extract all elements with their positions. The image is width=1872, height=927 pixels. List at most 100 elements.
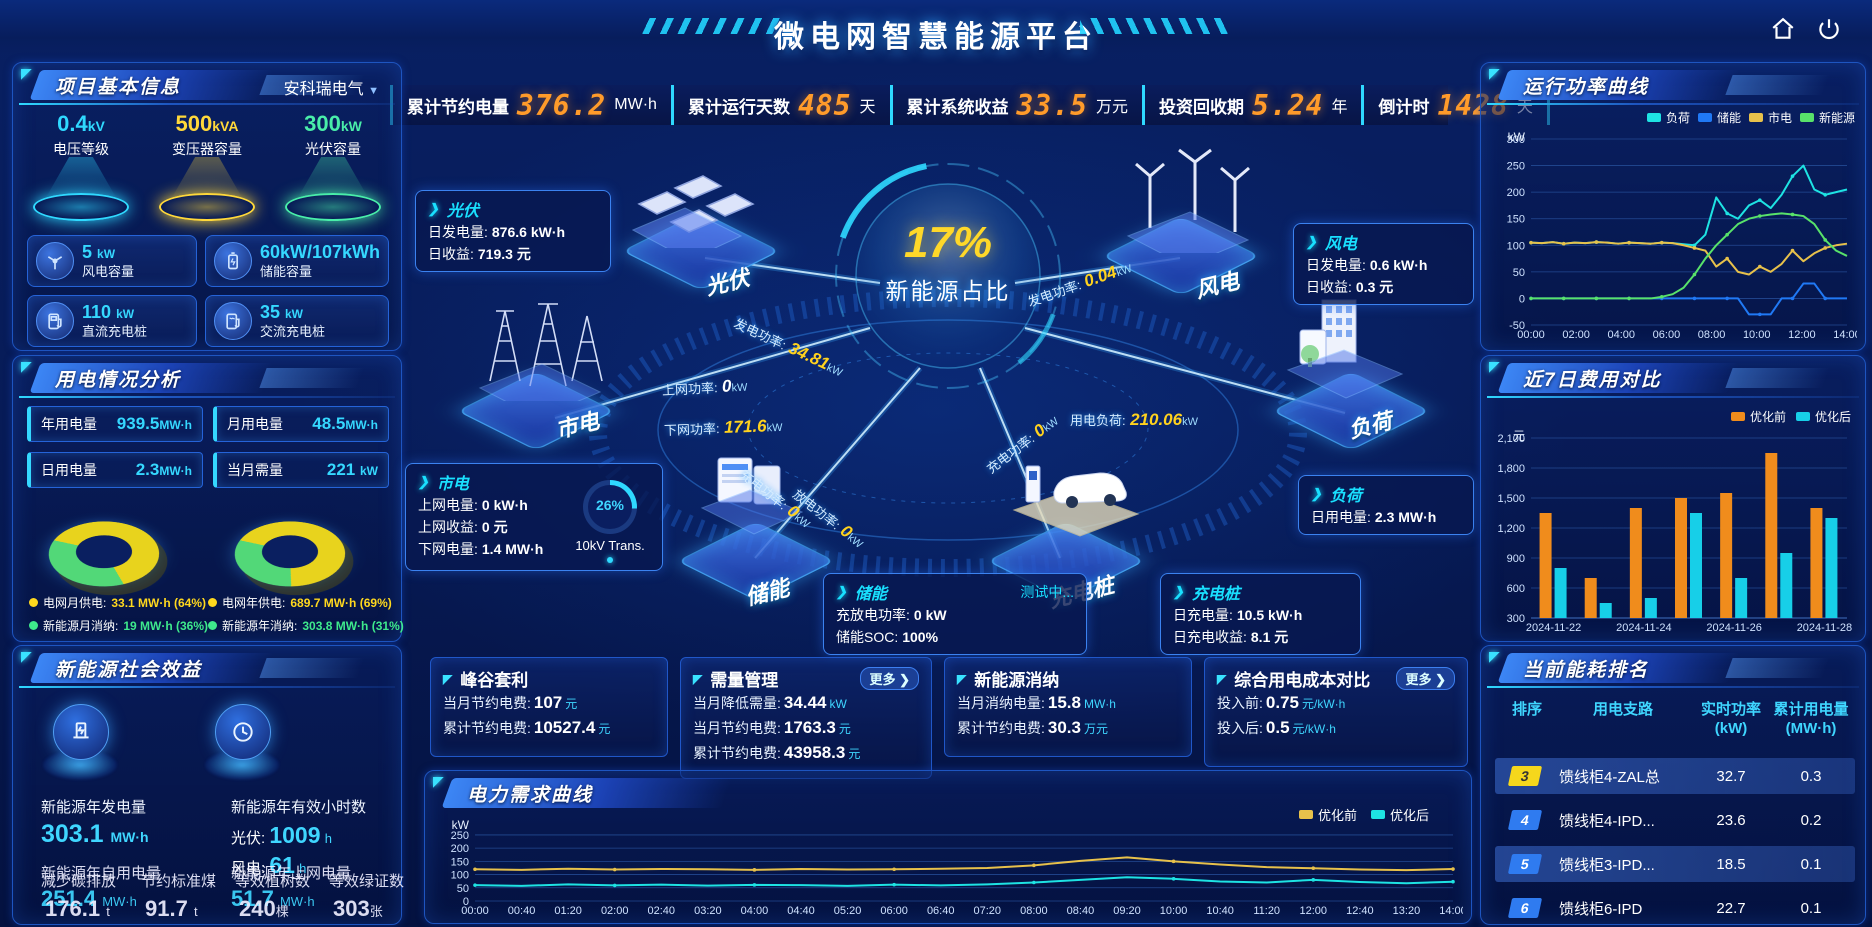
svg-text:250: 250 [1507,161,1525,173]
card-storage-capacity: 60kW/107kWh 储能容量 [204,235,389,287]
wind-info-box: ❯ 风电 日发电量: 0.6 kW·h 日收益: 0.3 元 [1293,223,1474,305]
svg-text:08:40: 08:40 [1067,905,1095,917]
corner-accent-icon: ◤ [957,671,967,686]
kpi-value: 376.2 [517,88,607,122]
company-select[interactable]: 安科瑞电气 ▼ [284,75,379,99]
svg-text:06:00: 06:00 [880,905,908,917]
legend-item[interactable]: 负荷 [1646,109,1690,126]
power-icon [1816,16,1842,47]
kpi-energy-saved: 累计节约电量 376.2 MW·h [390,85,671,125]
hours-icon [205,704,279,788]
svg-text:08:00: 08:00 [1698,329,1726,341]
donut-legends: 电网月供电: 33.1 MW·h (64%) 电网年供电: 689.7 MW·h… [29,594,404,634]
gen-value: 303.1 [41,820,104,848]
svg-text:02:40: 02:40 [648,905,676,917]
corner-accent-icon [21,358,39,376]
dot-icon [607,557,613,563]
table-row[interactable]: 3 馈线柜4-ZAL总 32.7 0.3 [1495,758,1855,794]
table-row[interactable]: 4 馈线柜4-IPD... 23.6 0.2 [1495,802,1855,838]
svg-text:50: 50 [1513,267,1525,279]
legend-item[interactable]: 优化后 [1795,408,1851,425]
legend-item[interactable]: 储能 [1697,109,1741,126]
wind-hours: 风电: 61 h [231,852,307,878]
kpi-label: 倒计时 [1378,97,1430,117]
kpi-run-days: 累计运行天数 485 天 [670,85,890,125]
legend-item[interactable]: 市电 [1748,109,1792,126]
panel-social-benefit: 新能源社会效益 新能源年发电量 303.1 MW·h 新能源年有效小时数 光伏:… [12,645,404,925]
svg-text:00:00: 00:00 [461,905,489,917]
card-demand-management: ◤ 需量管理 更多 ❯ 当月降低需量: 34.44 kW 当月节约电费: 1763.3 元… [680,657,932,779]
corner-accent-icon: ◤ [693,671,703,686]
generation-icon [43,704,117,788]
charger-info-box: ❯ 充电桩 日充电量: 10.5 kW·h 日充电收益: 8.1 元 [1160,573,1361,655]
legend-grid-month[interactable]: 电网月供电: 33.1 MW·h (64%) [29,594,208,611]
stat-year-usage: 年用电量 939.5MW·h [27,406,203,442]
power-curve-chart: -50 0 50 100 150 200 250 300kW 00:00 02:00 04:00 06… [1507,130,1857,341]
svg-text:14:00: 14:00 [1439,905,1463,917]
svg-text:kW: kW [1508,130,1526,144]
cone-pv-capacity: 300kW 光伏容量 [275,111,391,221]
donut-month-chart [31,496,182,602]
svg-text:50: 50 [457,883,469,895]
pv-info-box: ❯ 光伏 日发电量: 876.6 kW·h 日收益: 719.3 元 [415,190,611,272]
arrow-icon: ❯ [418,474,429,489]
corner-accent-icon [21,648,39,666]
corner-accent-icon [433,773,451,791]
svg-text:11:20: 11:20 [1253,905,1280,917]
legend-swatch-icon [1795,412,1810,421]
kpi-payback: 投资回收期 5.24 年 [1142,85,1361,125]
card-cost-comparison: ◤ 综合用电成本对比 更多 ❯ 投入前: 0.75 元/kW·h 投入后: 0.5 元/k… [1204,657,1468,767]
legend-renewable-month[interactable]: 新能源月消纳: 19 MW·h (36%) [29,617,208,634]
svg-text:12:40: 12:40 [1346,905,1374,917]
power-curve-legend: 负荷 储能 市电 新能源 [1646,109,1855,126]
kpi-bar: 累计节约电量 376.2 MW·h 累计运行天数 485 天 累计系统收益 33… [390,85,1550,125]
ranking-rows: 3 馈线柜4-ZAL总 32.7 0.3 4 馈线柜4-IPD... 23.6 … [1495,758,1855,918]
card-ac-charger: 35 kW 交流充电桩 [204,295,389,347]
legend-renewable-year[interactable]: 新能源年消纳: 303.8 MW·h (31%) [208,617,404,634]
svg-text:03:20: 03:20 [694,905,722,917]
corner-accent-icon [21,65,39,83]
svg-text:300: 300 [1507,613,1525,625]
header-decor-left [640,18,790,34]
svg-text:2024-11-26: 2024-11-26 [1706,622,1761,634]
svg-text:04:40: 04:40 [787,905,815,917]
panel-title: 运行功率曲线 [1523,77,1650,98]
ranking-header: 排序 用电支路 实时功率 (kW) 累计用电量 (MW·h) [1511,701,1849,737]
cone-voltage: 0.4kV 电压等级 [23,111,139,221]
svg-text:1,200: 1,200 [1497,523,1525,535]
panel-title: 电力需求曲线 [467,785,594,806]
svg-text:04:00: 04:00 [741,905,769,917]
legend-item[interactable]: 优化前 [1298,805,1357,824]
arrow-icon: ❯ [1306,234,1317,249]
ev-charger-illustration [1012,465,1140,537]
legend-item[interactable]: 优化前 [1730,408,1786,425]
svg-text:150: 150 [1507,214,1525,226]
legend-item[interactable]: 新能源 [1799,109,1855,126]
energy-flow-diagram: 光伏 市电 风电 负荷 储能 充电桩 17% 新能源占比 ❯光伏 日发电量:87… [400,118,1475,663]
corner-accent-icon: ◤ [443,671,453,686]
power-button[interactable] [1812,14,1846,48]
card-dc-charger: 110 kW 直流充电桩 [27,295,197,347]
svg-text:06:40: 06:40 [927,905,955,917]
panel-title: 近7日费用对比 [1523,370,1662,391]
kpi-revenue: 累计系统收益 33.5 万元 [889,85,1142,125]
feed-in-label: 新能源年上网电量 [231,865,352,882]
legend-grid-year[interactable]: 电网年供电: 689.7 MW·h (69%) [208,594,404,611]
legend-item[interactable]: 优化后 [1370,805,1429,824]
svg-text:01:20: 01:20 [554,905,582,917]
svg-text:0: 0 [1519,293,1525,305]
demand-more-button[interactable]: 更多 ❯ [860,667,919,690]
cost-more-button[interactable]: 更多 ❯ [1396,667,1455,690]
arrow-icon: ❯ [1311,486,1322,501]
header-decor-right [1080,18,1230,34]
battery-icon [213,242,252,280]
svg-text:10:00: 10:00 [1743,329,1771,341]
table-row[interactable]: 6 馈线柜6-IPD 22.7 0.1 [1495,890,1855,918]
stat-day-usage: 日用电量 2.3MW·h [27,452,203,488]
grid-info-box: ❯ 市电 上网电量: 0 kW·h 上网收益: 0 元 下网电量: 1.4 MW·h 2… [405,463,663,571]
table-row[interactable]: 5 馈线柜3-IPD... 18.5 0.1 [1495,846,1855,882]
home-button[interactable] [1766,14,1800,48]
svg-text:300: 300 [1507,134,1525,146]
power-tower-illustration [478,303,603,401]
